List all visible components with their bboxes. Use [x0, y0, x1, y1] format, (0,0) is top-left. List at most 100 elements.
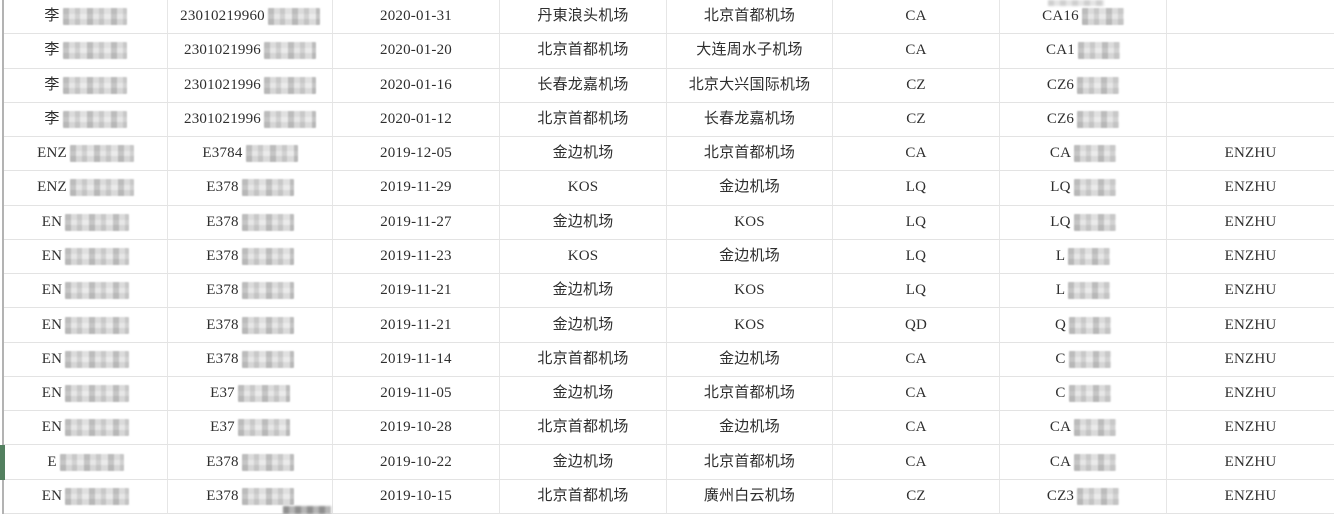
cell-passenger[interactable]: ENZHU: [1167, 343, 1334, 377]
cell-airline[interactable]: CZ: [833, 68, 1000, 103]
cell-airline[interactable]: CA: [833, 411, 1000, 446]
cell-departure[interactable]: 北京首都机场: [500, 479, 667, 514]
cell-name[interactable]: EN: [4, 205, 168, 240]
cell-passenger[interactable]: ENZHU: [1167, 137, 1334, 172]
cell-id-number[interactable]: E378: [168, 171, 333, 206]
cell-id-number[interactable]: 2301021996: [168, 34, 333, 69]
cell-date[interactable]: 2020-01-20: [333, 34, 500, 69]
cell-name[interactable]: EN: [4, 239, 168, 275]
cell-arrival[interactable]: 金边机场: [667, 171, 833, 206]
cell-date[interactable]: 2020-01-12: [333, 102, 500, 138]
cell-arrival[interactable]: 长春龙嘉机场: [667, 102, 833, 138]
cell-name[interactable]: EN: [4, 308, 168, 343]
cell-name[interactable]: 李: [4, 34, 168, 69]
cell-departure[interactable]: KOS: [500, 239, 667, 275]
cell-date[interactable]: 2019-12-05: [333, 137, 500, 172]
cell-departure[interactable]: 丹東浪头机场: [500, 0, 667, 35]
cell-arrival[interactable]: 金边机场: [667, 411, 833, 446]
cell-airline[interactable]: LQ: [833, 205, 1000, 240]
cell-arrival[interactable]: KOS: [667, 308, 833, 343]
cell-id-number[interactable]: E378: [168, 239, 333, 275]
cell-date[interactable]: 2019-10-22: [333, 445, 500, 480]
cell-departure[interactable]: 北京首都机场: [500, 102, 667, 138]
cell-airline[interactable]: CZ: [833, 102, 1000, 138]
cell-flight[interactable]: LQ: [1000, 205, 1167, 240]
cell-name[interactable]: EN: [4, 376, 168, 412]
cell-flight[interactable]: L: [1000, 274, 1167, 309]
cell-arrival[interactable]: 北京大兴国际机场: [667, 68, 833, 103]
cell-passenger[interactable]: ENZHU: [1167, 240, 1334, 275]
cell-flight[interactable]: C: [1000, 376, 1167, 412]
cell-date[interactable]: 2019-10-15: [333, 479, 500, 514]
cell-passenger[interactable]: ENZHU: [1167, 274, 1334, 309]
cell-date[interactable]: 2019-10-28: [333, 411, 500, 446]
cell-id-number[interactable]: 2301021996: [168, 102, 333, 138]
cell-id-number[interactable]: E3784: [168, 137, 333, 172]
cell-arrival[interactable]: 金边机场: [667, 239, 833, 275]
cell-flight[interactable]: Q: [1000, 308, 1167, 343]
cell-departure[interactable]: 金边机场: [500, 137, 667, 172]
cell-date[interactable]: 2019-11-21: [333, 274, 500, 309]
cell-arrival[interactable]: 北京首都机场: [667, 445, 833, 480]
cell-arrival[interactable]: 北京首都机场: [667, 0, 833, 35]
cell-id-number[interactable]: E378: [168, 308, 333, 343]
cell-arrival[interactable]: 北京首都机场: [667, 376, 833, 412]
cell-departure[interactable]: 金边机场: [500, 205, 667, 240]
cell-passenger[interactable]: ENZHU: [1167, 171, 1334, 206]
cell-id-number[interactable]: E37: [168, 411, 333, 446]
cell-flight[interactable]: CA: [1000, 411, 1167, 446]
cell-name[interactable]: EN: [4, 342, 168, 377]
cell-airline[interactable]: LQ: [833, 171, 1000, 206]
cell-passenger[interactable]: [1167, 34, 1334, 69]
cell-id-number[interactable]: E378: [168, 205, 333, 240]
cell-date[interactable]: 2019-11-14: [333, 342, 500, 377]
cell-id-number[interactable]: E378: [168, 479, 333, 514]
cell-airline[interactable]: LQ: [833, 274, 1000, 309]
cell-id-number[interactable]: E378: [168, 445, 333, 480]
cell-passenger[interactable]: [1167, 0, 1334, 35]
cell-name[interactable]: EN: [4, 274, 168, 309]
cell-flight[interactable]: CA16: [1000, 0, 1167, 35]
cell-passenger[interactable]: [1167, 103, 1334, 138]
cell-flight[interactable]: CA: [1000, 445, 1167, 480]
cell-arrival[interactable]: KOS: [667, 274, 833, 309]
cell-airline[interactable]: CA: [833, 0, 1000, 35]
cell-airline[interactable]: CA: [833, 445, 1000, 480]
cell-airline[interactable]: CA: [833, 34, 1000, 69]
cell-id-number[interactable]: E37: [168, 376, 333, 412]
cell-date[interactable]: 2019-11-23: [333, 239, 500, 275]
cell-id-number[interactable]: E378: [168, 274, 333, 309]
cell-airline[interactable]: CA: [833, 137, 1000, 172]
cell-departure[interactable]: 北京首都机场: [500, 342, 667, 377]
cell-arrival[interactable]: 金边机场: [667, 342, 833, 377]
cell-departure[interactable]: 金边机场: [500, 376, 667, 412]
cell-id-number[interactable]: E378: [168, 342, 333, 377]
cell-arrival[interactable]: KOS: [667, 205, 833, 240]
cell-name[interactable]: 李: [4, 102, 168, 138]
cell-flight[interactable]: CA: [1000, 137, 1167, 172]
cell-arrival[interactable]: 北京首都机场: [667, 137, 833, 172]
cell-departure[interactable]: 长春龙嘉机场: [500, 68, 667, 103]
cell-date[interactable]: 2019-11-27: [333, 205, 500, 240]
cell-name[interactable]: EN: [4, 479, 168, 514]
cell-passenger[interactable]: ENZHU: [1167, 308, 1334, 343]
cell-flight[interactable]: CZ3: [1000, 479, 1167, 514]
cell-id-number[interactable]: 2301021996: [168, 68, 333, 103]
cell-date[interactable]: 2020-01-31: [333, 0, 500, 35]
cell-date[interactable]: 2020-01-16: [333, 68, 500, 103]
cell-flight[interactable]: L: [1000, 239, 1167, 275]
cell-departure[interactable]: 金边机场: [500, 308, 667, 343]
cell-departure[interactable]: 金边机场: [500, 274, 667, 309]
cell-departure[interactable]: 金边机场: [500, 445, 667, 480]
cell-departure[interactable]: 北京首都机场: [500, 34, 667, 69]
cell-name[interactable]: ENZ: [4, 137, 168, 172]
cell-arrival[interactable]: 廣州白云机场: [667, 479, 833, 514]
cell-flight[interactable]: CZ6: [1000, 68, 1167, 103]
cell-passenger[interactable]: [1167, 69, 1334, 103]
cell-date[interactable]: 2019-11-29: [333, 171, 500, 206]
cell-name[interactable]: E: [4, 445, 168, 480]
cell-airline[interactable]: CZ: [833, 479, 1000, 514]
cell-airline[interactable]: CA: [833, 376, 1000, 412]
cell-id-number[interactable]: 23010219960: [168, 0, 333, 35]
cell-flight[interactable]: CA1: [1000, 34, 1167, 69]
